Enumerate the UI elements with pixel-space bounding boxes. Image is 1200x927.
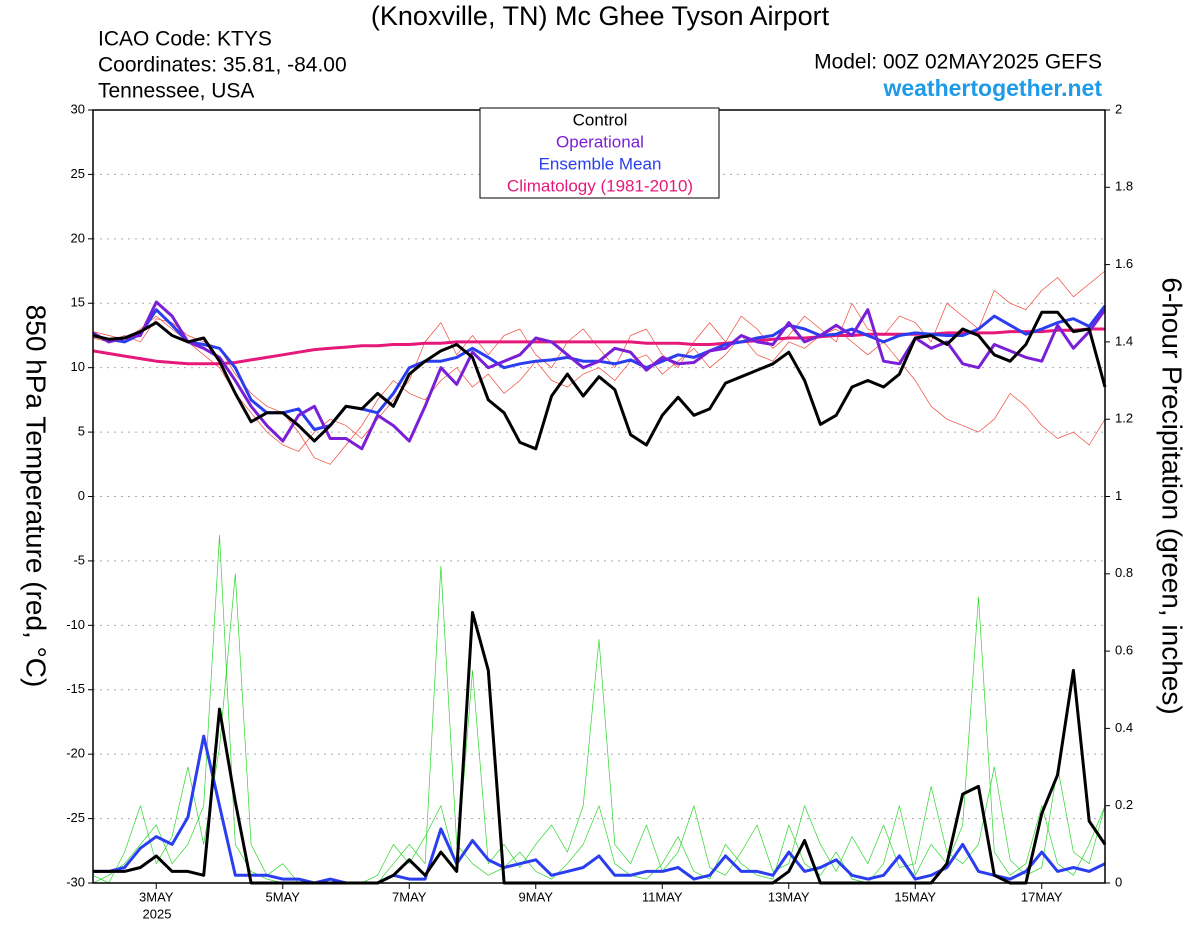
y-tick-label: -5 <box>73 552 85 567</box>
series-line <box>92 318 1106 465</box>
y2-tick-label: 1 <box>1115 488 1122 503</box>
x-tick-label: 11MAY <box>642 889 683 904</box>
y2-tick-label: 0.2 <box>1115 797 1133 812</box>
y-tick-label: -20 <box>66 746 85 761</box>
station-line: ICAO Code: KTYS <box>98 28 272 51</box>
legend: Control Operational Ensemble Mean Climatolo… <box>479 107 720 199</box>
y2-tick-label: 0 <box>1115 874 1122 889</box>
legend-entry: Control <box>573 110 628 129</box>
x-tick-label: 13MAY <box>768 889 810 904</box>
legend-entry: Climatology (1981-2010) <box>507 176 693 195</box>
y-tick-label: -10 <box>66 617 85 632</box>
legend-entry: Ensemble Mean <box>539 154 662 173</box>
x-tick-label: 15MAY <box>894 889 936 904</box>
legend-entry: Operational <box>556 132 644 151</box>
y-tick-label: 5 <box>78 424 85 439</box>
x-tick-label: 9MAY <box>519 889 554 904</box>
legend-box <box>479 107 720 199</box>
y-tick-label: 0 <box>78 488 85 503</box>
x-year-label: 2025 <box>143 906 172 921</box>
y-tick-label: -15 <box>66 681 85 696</box>
y-tick-label: 20 <box>71 230 85 245</box>
y2-tick-label: 0.4 <box>1115 720 1133 735</box>
y2-tick-label: 2 <box>1115 101 1122 116</box>
y2-axis-label: 6-hour Precipitation (green, inches) <box>1157 277 1188 714</box>
y2-tick-label: 1.8 <box>1115 179 1133 194</box>
y-tick-label: 10 <box>71 359 85 374</box>
y2-tick-label: 1.2 <box>1115 411 1133 426</box>
series-line <box>92 310 1107 451</box>
x-tick-label: 17MAY <box>1021 889 1063 904</box>
x-tick-label: 7MAY <box>392 889 427 904</box>
y-axis-label: 850 hPa Temperature (red, °C) <box>21 305 52 688</box>
y-tick-label: 25 <box>71 166 85 181</box>
y-tick-label: 15 <box>71 295 85 310</box>
series-line <box>92 573 1106 884</box>
source-label: weathertogether.net <box>882 75 1102 101</box>
series-line <box>93 611 1107 885</box>
model-label: Model: 00Z 02MAY2025 GEFS <box>814 51 1102 74</box>
station-line: Coordinates: 35.81, -84.00 <box>98 54 347 77</box>
x-tick-label: 3MAY <box>139 889 174 904</box>
x-tick-label: 5MAY <box>266 889 301 904</box>
y-tick-label: 30 <box>71 101 85 116</box>
chart-title: (Knoxville, TN) Mc Ghee Tyson Airport <box>371 1 830 31</box>
series-line <box>93 734 1106 885</box>
y-tick-label: -30 <box>66 874 85 889</box>
y2-tick-label: 1.6 <box>1115 256 1133 271</box>
series-line <box>92 300 1107 451</box>
series-line <box>92 270 1106 452</box>
plot-area: -30 -25 -20 -15 -10 -5 0 5 10 15 20 25 30 0 0.2 0.4 0.6 0… <box>66 101 1133 904</box>
station-line: Tennessee, USA <box>98 80 254 103</box>
y-tick-label: -25 <box>66 810 85 825</box>
y2-tick-label: 1.4 <box>1115 333 1133 348</box>
y2-tick-label: 0.8 <box>1115 565 1133 580</box>
y2-tick-label: 0.6 <box>1115 643 1133 658</box>
